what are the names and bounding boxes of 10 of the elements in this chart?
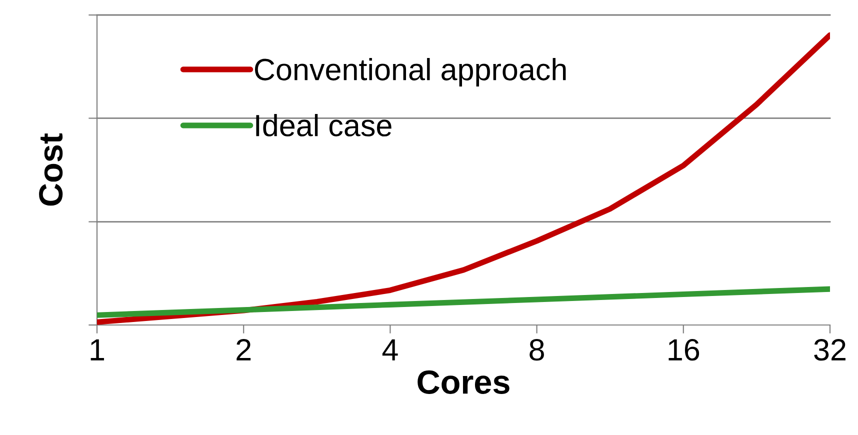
x-tick-label: 8	[530, 339, 544, 361]
y-axis-title: Cost	[39, 133, 63, 206]
x-axis-title: Cores	[418, 370, 510, 394]
legend-label: Ideal case	[256, 114, 392, 136]
x-tick-label: 2	[236, 339, 251, 360]
x-tick-label: 32	[814, 339, 846, 361]
x-tick-label: 1	[90, 339, 104, 360]
x-tick-label: 16	[668, 339, 700, 361]
legend-label: Conventional approach	[254, 58, 566, 86]
x-tick-label: 4	[382, 339, 398, 360]
